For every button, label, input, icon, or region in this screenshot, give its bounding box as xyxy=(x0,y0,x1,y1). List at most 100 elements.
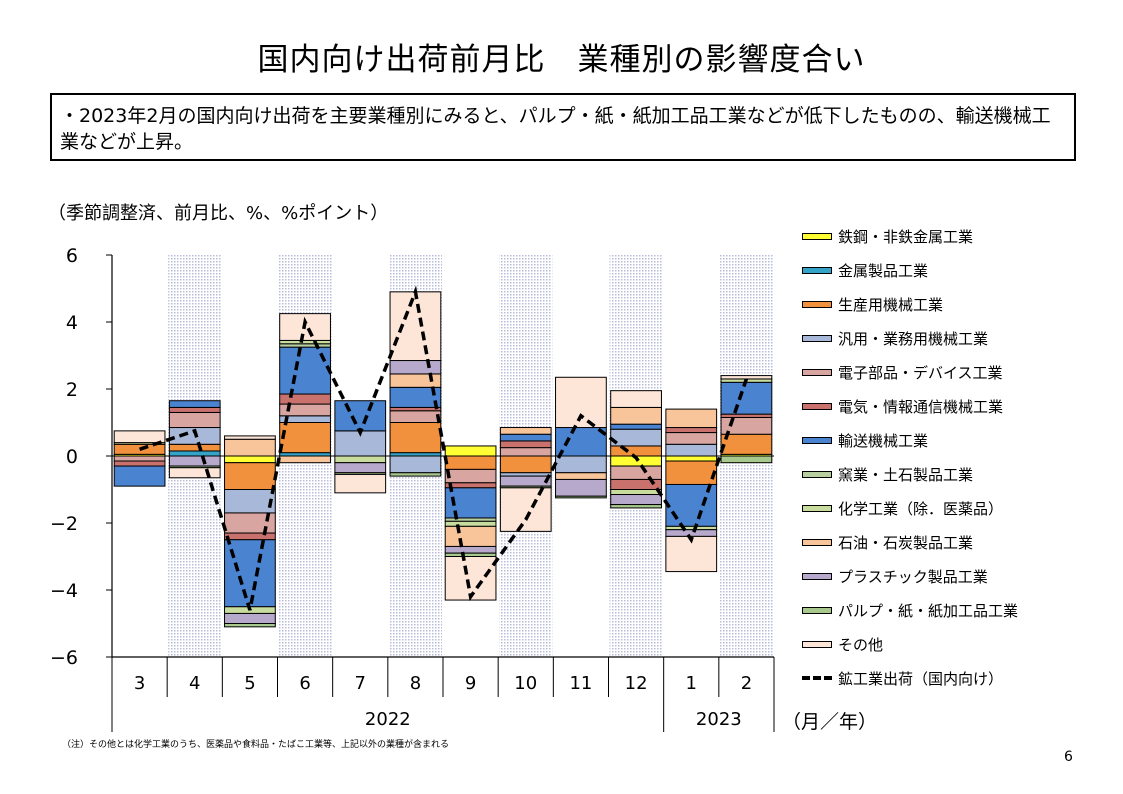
bar-segment-0-1 xyxy=(665,455,718,462)
bar-segment-9-1 xyxy=(665,408,718,429)
bar-segment-10-5 xyxy=(224,612,276,625)
legend-label: 金属製品工業 xyxy=(838,261,929,280)
legend-item: 鉱工業出荷（国内向け） xyxy=(802,667,1003,689)
bar-segment-2-8 xyxy=(389,422,442,454)
x-tick-label: 9 xyxy=(465,673,476,694)
legend-label: 鉄鋼・非鉄金属工業 xyxy=(838,227,974,246)
bar-segment-2-10 xyxy=(499,455,552,474)
line-layer xyxy=(139,285,749,611)
legend-label: 輸送機械工業 xyxy=(838,431,929,450)
bar-segment-3-1 xyxy=(665,443,718,457)
bar-segment-10-11 xyxy=(555,478,607,497)
x-tick-label: 3 xyxy=(134,673,145,694)
bar-segment-2-1 xyxy=(665,460,718,485)
bar-segment-11-12 xyxy=(610,504,662,509)
legend-item: その他 xyxy=(802,633,883,655)
bar-segment-10-8 xyxy=(389,360,442,375)
legend-swatch xyxy=(802,402,832,410)
bar-segment-9-5 xyxy=(224,438,276,457)
bar-segment-9-11 xyxy=(555,472,607,480)
legend-label: その他 xyxy=(838,635,884,654)
legend-swatch xyxy=(802,504,832,512)
bar-segment-10-10 xyxy=(499,475,552,487)
legend-label: 生産用機械工業 xyxy=(838,295,944,314)
unit-note: （季節調整済、前月比、%、%ポイント） xyxy=(48,203,389,224)
y-tick-label: −2 xyxy=(50,513,78,535)
bar-segment-10-12 xyxy=(610,494,662,506)
x-tick-label: 10 xyxy=(514,673,537,694)
bar-segment-2-9 xyxy=(444,455,497,470)
bar-segment-8-7 xyxy=(334,455,387,464)
summary-text: ・2023年2月の国内向け出荷を主要業種別にみると、パルプ・紙・紙加工品工業など… xyxy=(60,105,1051,153)
legend-item: パルプ・紙・紙加工品工業 xyxy=(802,599,1018,621)
axes-layer xyxy=(106,254,775,732)
bar-segment-5-4 xyxy=(168,406,221,413)
bar-segment-12-10 xyxy=(499,487,552,532)
bar-segment-12-11 xyxy=(555,376,607,429)
x-tick-label: 7 xyxy=(355,673,366,694)
bar-segment-6-7 xyxy=(334,400,387,432)
bar-segment-12-7 xyxy=(334,473,387,494)
legend-label: 汎用・業務用機械工業 xyxy=(838,329,989,348)
x-unit-label: （月／年） xyxy=(782,711,878,733)
bar-segment-11-8 xyxy=(389,472,442,477)
bar-segment-3-11 xyxy=(555,455,607,474)
bar-segment-12-4 xyxy=(168,467,221,479)
bar-segment-10-7 xyxy=(334,462,387,474)
line-series-total xyxy=(139,285,749,611)
bar-segment-12-2 xyxy=(720,375,773,380)
bar-segment-5-12 xyxy=(610,478,662,491)
bar-segment-12-5 xyxy=(224,435,276,440)
bar-segment-4-3 xyxy=(113,455,166,462)
bar-segment-6-10 xyxy=(499,433,552,442)
bar-segment-4-4 xyxy=(168,411,221,429)
bars-layer xyxy=(113,291,773,628)
bar-segment-5-2 xyxy=(720,413,773,418)
bar-segment-1-4 xyxy=(168,450,221,457)
legend-swatch xyxy=(802,572,832,580)
bar-segment-4-8 xyxy=(389,410,442,423)
bar-segment-3-5 xyxy=(224,489,276,514)
y-tick-label: 6 xyxy=(66,245,78,267)
bar-segment-4-10 xyxy=(499,447,552,457)
x-tick-label: 12 xyxy=(625,673,648,694)
legend-item: 化学工業（除．医薬品） xyxy=(802,497,1003,519)
bar-segment-10-1 xyxy=(665,529,718,537)
bar-segment-9-12 xyxy=(610,406,662,425)
legend-item: 電気・情報通信機械工業 xyxy=(802,395,1003,417)
legend-swatch xyxy=(802,334,832,342)
bar-segment-8-6 xyxy=(279,339,331,345)
legend-label: 鉱工業出荷（国内向け） xyxy=(838,669,1004,688)
bar-segment-0-9 xyxy=(444,445,497,457)
legend-item: 輸送機械工業 xyxy=(802,429,928,451)
legend-label: 電子部品・デバイス工業 xyxy=(838,363,1003,382)
bar-segment-0-5 xyxy=(224,455,276,464)
legend-label: 窯業・土石製品工業 xyxy=(838,465,974,484)
legend-label: プラスチック製品工業 xyxy=(838,567,988,586)
bar-segment-11-5 xyxy=(224,623,276,628)
bar-segment-9-10 xyxy=(499,427,552,435)
bar-segment-10-9 xyxy=(444,545,497,554)
bar-segment-6-2 xyxy=(720,381,773,415)
legend-item: 鉄鋼・非鉄金属工業 xyxy=(802,225,973,247)
bar-segment-5-1 xyxy=(665,427,718,434)
legend-item: 石油・石炭製品工業 xyxy=(802,531,973,553)
bar-segment-3-8 xyxy=(389,455,442,474)
bar-segment-2-6 xyxy=(279,422,331,454)
y-tick-label: 4 xyxy=(66,312,78,334)
bar-segment-7-9 xyxy=(444,517,497,522)
legend-label: 化学工業（除．医薬品） xyxy=(838,499,1004,518)
legend-swatch xyxy=(802,640,832,648)
bar-segment-6-3 xyxy=(113,465,166,487)
legend-swatch xyxy=(802,538,832,546)
bar-segment-5-5 xyxy=(224,532,276,541)
page-number: 6 xyxy=(1064,749,1073,765)
bar-segment-6-4 xyxy=(168,400,221,408)
year-label: 2023 xyxy=(696,709,742,730)
x-tick-label: 1 xyxy=(686,673,697,694)
legend-swatch xyxy=(802,300,832,308)
bar-segment-5-9 xyxy=(444,482,497,489)
x-tick-label: 6 xyxy=(299,673,310,694)
y-tick-label: −4 xyxy=(50,580,78,602)
